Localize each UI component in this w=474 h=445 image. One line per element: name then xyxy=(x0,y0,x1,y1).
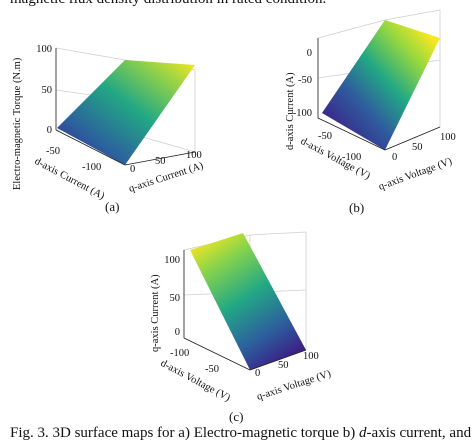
panel-b: 0 -50 -100 -50 -100 0 50 100 d-axis Curr… xyxy=(285,9,456,215)
caption-suffix: -axis current, and xyxy=(366,425,472,441)
top-caption: magnetic flux density distribution in ra… xyxy=(0,0,474,9)
panel-b-zlabel: d-axis Current (A) xyxy=(285,72,296,150)
panel-a: 100 50 0 -50 -100 0 50 100 Electro-magne… xyxy=(12,44,205,214)
panel-c-label: (c) xyxy=(229,409,243,424)
figure-canvas: 100 50 0 -50 -100 0 50 100 Electro-magne… xyxy=(12,9,456,424)
panel-a-ylabel: q-axis Current (A) xyxy=(128,160,206,195)
panel-a-axes xyxy=(55,48,196,166)
panel-c-ytick: 100 xyxy=(303,351,319,362)
panel-b-surface xyxy=(322,20,440,150)
panel-b-ytick: 100 xyxy=(440,132,456,143)
panel-c-zlabel: q-axis Current (A) xyxy=(150,274,161,352)
panel-a-surface xyxy=(57,60,195,165)
panel-c-ztick: 100 xyxy=(164,255,180,266)
panel-a-ztick: 0 xyxy=(47,125,52,136)
panel-a-xtick: -50 xyxy=(46,146,60,157)
panel-b-label: (b) xyxy=(349,200,364,215)
panel-b-ztick: -100 xyxy=(293,108,312,119)
panel-b-xlabel: d-axis Voltage (V) xyxy=(299,136,373,182)
panel-a-ytick: 50 xyxy=(155,156,166,167)
panel-b-xtick: -100 xyxy=(342,152,361,163)
panel-a-ytick: 0 xyxy=(130,164,135,175)
panel-b-xtick: -50 xyxy=(318,131,332,142)
figure-caption: Fig. 3. 3D surface maps for a) Electro-m… xyxy=(0,425,474,445)
panel-c-xtick: -100 xyxy=(170,348,189,359)
panel-a-ytick: 100 xyxy=(186,150,202,161)
panel-a-ztick: 50 xyxy=(42,85,53,96)
panel-b-ytick: 50 xyxy=(412,142,423,153)
panel-c-xlabel: d-axis Voltage (V) xyxy=(159,358,233,404)
panel-c-ylabel: q-axis Voltage (V) xyxy=(256,368,333,402)
panel-a-zlabel: Electro-magnetic Torque (N.m) xyxy=(12,57,23,190)
panel-c-surface xyxy=(190,233,306,370)
panel-c: 100 50 0 -100 -50 0 50 100 q-axis Curren… xyxy=(150,231,333,424)
panel-a-xtick: -100 xyxy=(82,162,101,173)
panel-b-ylabel: q-axis Voltage (V) xyxy=(377,156,454,193)
caption-italic: d xyxy=(359,425,367,441)
panel-a-ztick: 100 xyxy=(36,44,52,55)
panel-c-ztick: 50 xyxy=(170,293,181,304)
panel-c-ztick: 0 xyxy=(175,327,180,338)
panel-b-ytick: 0 xyxy=(392,152,397,163)
panel-c-ytick: 50 xyxy=(278,360,289,371)
panel-b-ztick: -50 xyxy=(298,75,312,86)
panel-c-axes xyxy=(183,250,307,371)
panel-a-label: (a) xyxy=(105,199,119,214)
panel-c-ytick: 0 xyxy=(255,368,260,379)
panel-b-axes xyxy=(317,38,441,151)
caption-prefix: Fig. 3. 3D surface maps for a) Electro-m… xyxy=(10,425,360,441)
panel-c-xtick: -50 xyxy=(205,364,219,375)
panel-b-ztick: 0 xyxy=(307,48,312,59)
